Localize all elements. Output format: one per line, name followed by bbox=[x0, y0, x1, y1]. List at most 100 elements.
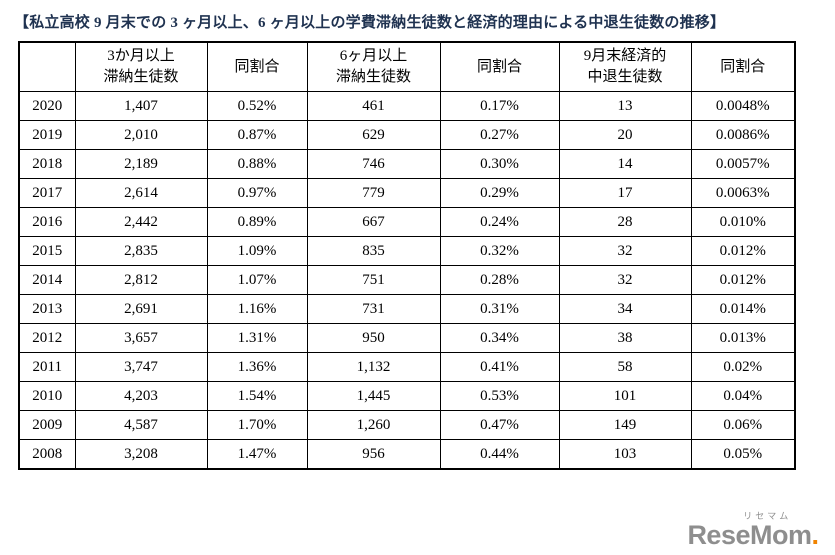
value-cell: 0.0057% bbox=[690, 149, 796, 179]
year-cell: 2017 bbox=[18, 178, 76, 208]
column-header: 同割合 bbox=[439, 41, 560, 92]
value-cell: 461 bbox=[306, 91, 441, 121]
value-cell: 0.04% bbox=[690, 381, 796, 411]
value-cell: 4,203 bbox=[74, 381, 208, 411]
year-cell: 2008 bbox=[18, 439, 76, 470]
value-cell: 3,747 bbox=[74, 352, 208, 382]
value-cell: 1,260 bbox=[306, 410, 441, 440]
value-cell: 1.31% bbox=[206, 323, 308, 353]
table-row: 2008 3,208 1.47% 956 0.44% 103 0.05% bbox=[18, 439, 796, 470]
value-cell: 103 bbox=[558, 439, 692, 470]
value-cell: 950 bbox=[306, 323, 441, 353]
value-cell: 0.012% bbox=[690, 265, 796, 295]
table-row: 2011 3,747 1.36% 1,132 0.41% 58 0.02% bbox=[18, 352, 796, 382]
column-header: 同割合 bbox=[206, 41, 308, 92]
column-header: 同割合 bbox=[690, 41, 796, 92]
value-cell: 835 bbox=[306, 236, 441, 266]
value-cell: 751 bbox=[306, 265, 441, 295]
value-cell: 0.0086% bbox=[690, 120, 796, 150]
value-cell: 3,208 bbox=[74, 439, 208, 470]
year-cell: 2020 bbox=[18, 91, 76, 121]
value-cell: 0.014% bbox=[690, 294, 796, 324]
column-header: 9月末経済的 中退生徒数 bbox=[558, 41, 692, 92]
value-cell: 0.24% bbox=[439, 207, 560, 237]
year-cell: 2018 bbox=[18, 149, 76, 179]
value-cell: 0.97% bbox=[206, 178, 308, 208]
value-cell: 0.87% bbox=[206, 120, 308, 150]
value-cell: 13 bbox=[558, 91, 692, 121]
value-cell: 0.010% bbox=[690, 207, 796, 237]
value-cell: 0.53% bbox=[439, 381, 560, 411]
value-cell: 2,442 bbox=[74, 207, 208, 237]
value-cell: 2,812 bbox=[74, 265, 208, 295]
value-cell: 0.06% bbox=[690, 410, 796, 440]
value-cell: 1.70% bbox=[206, 410, 308, 440]
table-row: 2014 2,812 1.07% 751 0.28% 32 0.012% bbox=[18, 265, 796, 295]
value-cell: 1,132 bbox=[306, 352, 441, 382]
value-cell: 0.0063% bbox=[690, 178, 796, 208]
logo-dot: . bbox=[811, 520, 819, 550]
value-cell: 0.02% bbox=[690, 352, 796, 382]
value-cell: 0.34% bbox=[439, 323, 560, 353]
table-row: 2016 2,442 0.89% 667 0.24% 28 0.010% bbox=[18, 207, 796, 237]
value-cell: 1,445 bbox=[306, 381, 441, 411]
table-row: 2020 1,407 0.52% 461 0.17% 13 0.0048% bbox=[18, 91, 796, 121]
value-cell: 956 bbox=[306, 439, 441, 470]
value-cell: 0.30% bbox=[439, 149, 560, 179]
resemom-logo: リセマム ReseMom. bbox=[687, 512, 819, 549]
value-cell: 2,614 bbox=[74, 178, 208, 208]
value-cell: 0.52% bbox=[206, 91, 308, 121]
value-cell: 0.17% bbox=[439, 91, 560, 121]
value-cell: 0.013% bbox=[690, 323, 796, 353]
value-cell: 1,407 bbox=[74, 91, 208, 121]
value-cell: 58 bbox=[558, 352, 692, 382]
column-header bbox=[18, 41, 76, 92]
value-cell: 731 bbox=[306, 294, 441, 324]
table-row: 2010 4,203 1.54% 1,445 0.53% 101 0.04% bbox=[18, 381, 796, 411]
value-cell: 0.31% bbox=[439, 294, 560, 324]
value-cell: 0.47% bbox=[439, 410, 560, 440]
value-cell: 2,691 bbox=[74, 294, 208, 324]
value-cell: 779 bbox=[306, 178, 441, 208]
value-cell: 1.36% bbox=[206, 352, 308, 382]
value-cell: 0.89% bbox=[206, 207, 308, 237]
value-cell: 0.88% bbox=[206, 149, 308, 179]
value-cell: 101 bbox=[558, 381, 692, 411]
year-cell: 2009 bbox=[18, 410, 76, 440]
value-cell: 149 bbox=[558, 410, 692, 440]
value-cell: 38 bbox=[558, 323, 692, 353]
value-cell: 2,189 bbox=[74, 149, 208, 179]
value-cell: 0.44% bbox=[439, 439, 560, 470]
value-cell: 14 bbox=[558, 149, 692, 179]
logo-text: ReseMom bbox=[687, 520, 812, 550]
table-row: 2019 2,010 0.87% 629 0.27% 20 0.0086% bbox=[18, 120, 796, 150]
value-cell: 2,010 bbox=[74, 120, 208, 150]
column-header: 6ヶ月以上 滞納生徒数 bbox=[306, 41, 441, 92]
value-cell: 1.07% bbox=[206, 265, 308, 295]
table-row: 2018 2,189 0.88% 746 0.30% 14 0.0057% bbox=[18, 149, 796, 179]
year-cell: 2011 bbox=[18, 352, 76, 382]
table-row: 2013 2,691 1.16% 731 0.31% 34 0.014% bbox=[18, 294, 796, 324]
year-cell: 2016 bbox=[18, 207, 76, 237]
table-header-row: 3か月以上 滞納生徒数 同割合 6ヶ月以上 滞納生徒数 同割合 9月末経済的 中退生徒数 同割合 bbox=[18, 41, 796, 92]
year-cell: 2015 bbox=[18, 236, 76, 266]
value-cell: 1.54% bbox=[206, 381, 308, 411]
value-cell: 667 bbox=[306, 207, 441, 237]
table-row: 2015 2,835 1.09% 835 0.32% 32 0.012% bbox=[18, 236, 796, 266]
year-cell: 2013 bbox=[18, 294, 76, 324]
arrears-dropout-table: 3か月以上 滞納生徒数 同割合 6ヶ月以上 滞納生徒数 同割合 9月末経済的 中退生徒数 同割合… bbox=[18, 41, 796, 470]
table-row: 2012 3,657 1.31% 950 0.34% 38 0.013% bbox=[18, 323, 796, 353]
value-cell: 0.27% bbox=[439, 120, 560, 150]
value-cell: 0.32% bbox=[439, 236, 560, 266]
value-cell: 0.41% bbox=[439, 352, 560, 382]
column-header: 3か月以上 滞納生徒数 bbox=[74, 41, 208, 92]
value-cell: 746 bbox=[306, 149, 441, 179]
year-cell: 2019 bbox=[18, 120, 76, 150]
value-cell: 1.16% bbox=[206, 294, 308, 324]
value-cell: 17 bbox=[558, 178, 692, 208]
value-cell: 629 bbox=[306, 120, 441, 150]
value-cell: 0.29% bbox=[439, 178, 560, 208]
value-cell: 0.012% bbox=[690, 236, 796, 266]
table-row: 2009 4,587 1.70% 1,260 0.47% 149 0.06% bbox=[18, 410, 796, 440]
value-cell: 0.05% bbox=[690, 439, 796, 470]
